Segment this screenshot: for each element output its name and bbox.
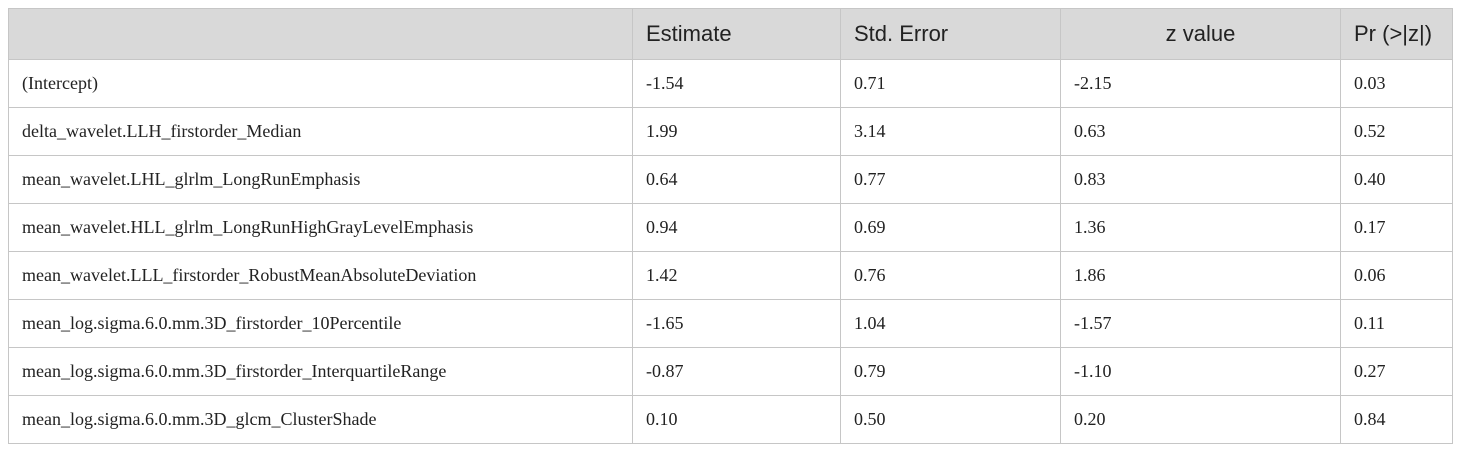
cell-estimate: 1.42 xyxy=(632,251,841,300)
cell-p-value: 0.84 xyxy=(1340,395,1453,444)
cell-variable: mean_log.sigma.6.0.mm.3D_firstorder_10Pe… xyxy=(8,299,633,348)
table-row: mean_log.sigma.6.0.mm.3D_firstorder_10Pe… xyxy=(8,299,1453,348)
cell-estimate: 1.99 xyxy=(632,107,841,156)
table-row: (Intercept) -1.54 0.71 -2.15 0.03 xyxy=(8,59,1453,108)
header-estimate: Estimate xyxy=(632,8,841,60)
table-header: Estimate Std. Error z value Pr (>|z|) xyxy=(8,8,1453,60)
cell-p-value: 0.27 xyxy=(1340,347,1453,396)
cell-z-value: 1.86 xyxy=(1060,251,1341,300)
cell-std-error: 1.04 xyxy=(840,299,1061,348)
cell-estimate: -1.54 xyxy=(632,59,841,108)
cell-estimate: -1.65 xyxy=(632,299,841,348)
regression-coefficients-table: Estimate Std. Error z value Pr (>|z|) (I… xyxy=(8,8,1453,444)
regression-table-container: Estimate Std. Error z value Pr (>|z|) (I… xyxy=(8,8,1453,444)
cell-z-value: 0.83 xyxy=(1060,155,1341,204)
cell-variable: mean_log.sigma.6.0.mm.3D_firstorder_Inte… xyxy=(8,347,633,396)
cell-variable: (Intercept) xyxy=(8,59,633,108)
cell-estimate: -0.87 xyxy=(632,347,841,396)
cell-z-value: 0.63 xyxy=(1060,107,1341,156)
cell-std-error: 0.76 xyxy=(840,251,1061,300)
cell-z-value: -2.15 xyxy=(1060,59,1341,108)
table-row: mean_wavelet.LHL_glrlm_LongRunEmphasis 0… xyxy=(8,155,1453,204)
cell-variable: mean_wavelet.LLL_firstorder_RobustMeanAb… xyxy=(8,251,633,300)
cell-variable: mean_wavelet.HLL_glrlm_LongRunHighGrayLe… xyxy=(8,203,633,252)
cell-p-value: 0.03 xyxy=(1340,59,1453,108)
header-p-value: Pr (>|z|) xyxy=(1340,8,1453,60)
header-z-value: z value xyxy=(1060,8,1341,60)
cell-std-error: 0.79 xyxy=(840,347,1061,396)
cell-p-value: 0.17 xyxy=(1340,203,1453,252)
cell-std-error: 0.71 xyxy=(840,59,1061,108)
cell-p-value: 0.06 xyxy=(1340,251,1453,300)
cell-estimate: 0.94 xyxy=(632,203,841,252)
cell-variable: mean_log.sigma.6.0.mm.3D_glcm_ClusterSha… xyxy=(8,395,633,444)
header-std-error: Std. Error xyxy=(840,8,1061,60)
cell-variable: mean_wavelet.LHL_glrlm_LongRunEmphasis xyxy=(8,155,633,204)
cell-estimate: 0.10 xyxy=(632,395,841,444)
cell-z-value: -1.57 xyxy=(1060,299,1341,348)
table-row: mean_wavelet.LLL_firstorder_RobustMeanAb… xyxy=(8,251,1453,300)
cell-z-value: -1.10 xyxy=(1060,347,1341,396)
table-row: mean_wavelet.HLL_glrlm_LongRunHighGrayLe… xyxy=(8,203,1453,252)
table-row: mean_log.sigma.6.0.mm.3D_glcm_ClusterSha… xyxy=(8,395,1453,444)
header-variable xyxy=(8,8,633,60)
cell-std-error: 0.77 xyxy=(840,155,1061,204)
table-body: (Intercept) -1.54 0.71 -2.15 0.03 delta_… xyxy=(8,59,1453,444)
table-row: delta_wavelet.LLH_firstorder_Median 1.99… xyxy=(8,107,1453,156)
header-row: Estimate Std. Error z value Pr (>|z|) xyxy=(8,8,1453,60)
cell-z-value: 1.36 xyxy=(1060,203,1341,252)
table-row: mean_log.sigma.6.0.mm.3D_firstorder_Inte… xyxy=(8,347,1453,396)
cell-std-error: 0.69 xyxy=(840,203,1061,252)
cell-z-value: 0.20 xyxy=(1060,395,1341,444)
cell-std-error: 0.50 xyxy=(840,395,1061,444)
cell-variable: delta_wavelet.LLH_firstorder_Median xyxy=(8,107,633,156)
cell-p-value: 0.11 xyxy=(1340,299,1453,348)
cell-p-value: 0.40 xyxy=(1340,155,1453,204)
cell-estimate: 0.64 xyxy=(632,155,841,204)
cell-p-value: 0.52 xyxy=(1340,107,1453,156)
cell-std-error: 3.14 xyxy=(840,107,1061,156)
